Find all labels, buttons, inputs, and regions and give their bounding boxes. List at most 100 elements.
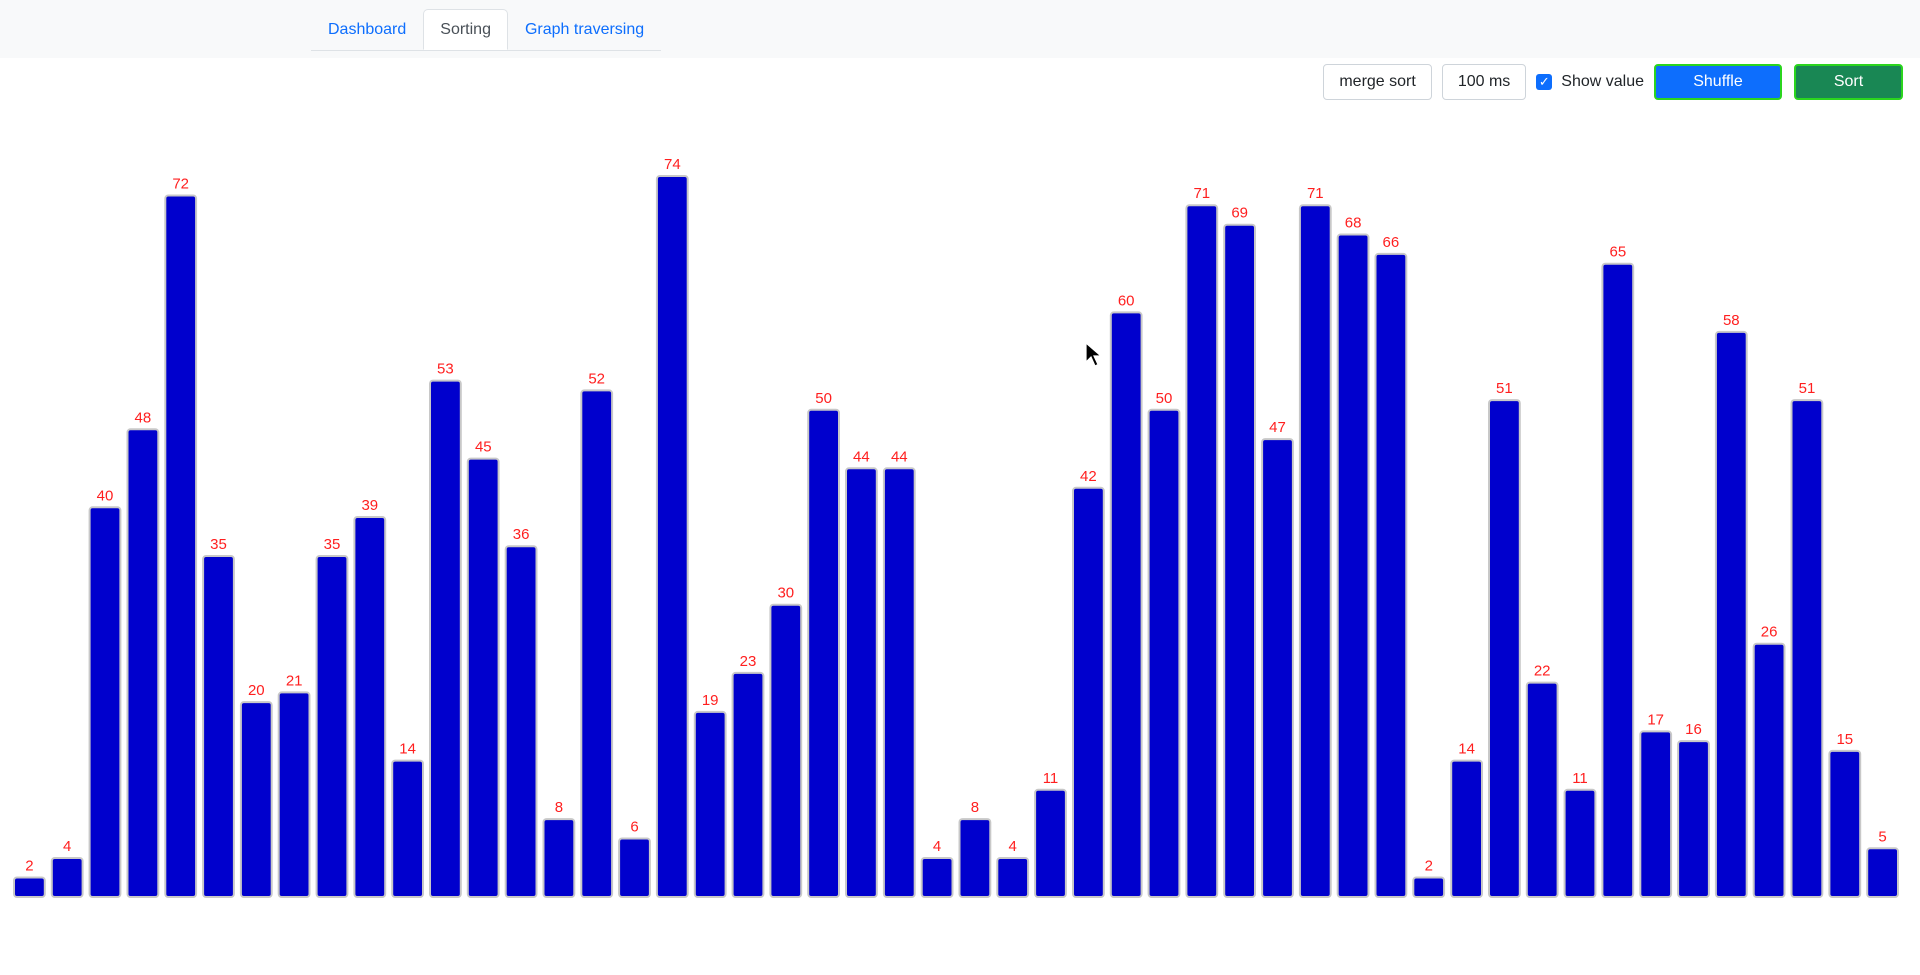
bar-value-label-44: 16 [1685,721,1702,738]
bar-value-label-41: 11 [1572,770,1588,787]
bar-0 [13,876,46,898]
bar-value-label-24: 4 [933,838,941,855]
bar-value-label-43: 17 [1647,711,1664,728]
bar-value-label-46: 26 [1761,624,1778,641]
bar-value-label-2: 40 [97,487,114,504]
bar-7 [277,691,311,899]
bar-value-label-49: 5 [1878,828,1886,845]
bar-6 [239,701,273,898]
bar-17 [655,175,689,898]
bar-48 [1828,749,1862,899]
bar-value-label-18: 19 [702,692,719,709]
mouse-cursor-icon [1085,342,1103,367]
bar-9 [353,516,387,898]
bar-value-label-36: 66 [1383,234,1400,251]
bar-32 [1223,223,1256,898]
bar-value-label-34: 71 [1307,185,1324,202]
bar-4 [164,194,198,898]
bar-47 [1790,399,1824,898]
bar-24 [920,857,954,898]
bar-14 [542,818,576,898]
bar-value-label-15: 52 [588,370,605,387]
tab-bar: Dashboard Sorting Graph traversing [311,9,662,51]
bar-value-label-32: 69 [1231,205,1248,222]
bar-37 [1412,876,1446,898]
bar-value-label-47: 51 [1799,380,1816,397]
show-value-toggle[interactable]: ✓ Show value [1536,73,1644,91]
tab-graph-traversing[interactable]: Graph traversing [524,21,645,38]
bar-5 [202,555,235,898]
show-value-checkbox[interactable]: ✓ [1536,74,1553,90]
bar-25 [958,818,992,898]
bar-value-label-21: 50 [815,390,832,407]
bar-40 [1525,681,1559,898]
bar-23 [882,467,916,898]
bar-value-label-11: 53 [437,361,454,378]
bar-value-label-1: 4 [63,838,71,855]
bar-value-label-10: 14 [399,741,416,758]
bar-value-label-20: 30 [777,585,794,602]
bar-value-label-4: 72 [172,176,189,193]
shuffle-button[interactable]: Shuffle [1654,64,1782,100]
bar-41 [1563,788,1597,898]
bar-value-label-9: 39 [361,497,378,514]
tab-dashboard[interactable]: Dashboard [328,21,407,38]
bar-21 [807,408,841,898]
delay-input[interactable]: 100 ms [1441,64,1527,100]
bar-18 [693,710,727,899]
top-navigation: Dashboard Sorting Graph traversing [0,0,1920,58]
bar-value-label-26: 4 [1009,838,1017,855]
bar-value-label-16: 6 [630,819,638,836]
bar-30 [1147,408,1181,898]
bar-value-label-40: 22 [1534,663,1551,680]
bar-value-label-48: 15 [1836,731,1853,748]
bar-15 [580,389,614,898]
bar-33 [1261,438,1294,898]
bar-value-label-7: 21 [286,672,303,689]
bar-29 [1109,311,1143,898]
show-value-label: Show value [1561,73,1644,90]
bar-value-label-25: 8 [971,799,979,816]
bar-value-label-33: 47 [1269,419,1286,436]
tab-sorting[interactable]: Sorting [423,9,508,50]
bar-3 [126,428,160,898]
bar-38 [1450,759,1483,898]
algorithm-select[interactable]: merge sort [1323,64,1432,100]
bar-value-label-14: 8 [555,799,563,816]
bar-49 [1866,847,1899,898]
bar-34 [1298,204,1332,898]
bar-value-label-0: 2 [25,858,33,875]
bar-1 [50,857,84,898]
bar-value-label-39: 51 [1496,380,1513,397]
bar-value-label-12: 45 [475,439,492,456]
bar-28 [1072,486,1105,898]
bar-value-label-27: 11 [1043,770,1059,787]
bar-value-label-42: 65 [1610,244,1627,261]
bar-12 [466,457,500,898]
bar-value-label-30: 50 [1156,390,1173,407]
bar-27 [1034,788,1067,898]
bar-value-label-35: 68 [1345,215,1362,232]
bar-36 [1374,252,1408,898]
bar-value-label-8: 35 [324,536,341,553]
bar-value-label-13: 36 [513,526,530,543]
bar-10 [391,759,425,898]
bar-20 [769,603,803,898]
bar-value-label-6: 20 [248,682,265,699]
bar-value-label-31: 71 [1193,185,1210,202]
bar-11 [429,379,462,899]
bar-value-label-22: 44 [853,448,870,465]
sort-button[interactable]: Sort [1794,64,1903,100]
bar-43 [1639,730,1673,899]
bar-13 [504,545,538,898]
bar-value-label-5: 35 [210,536,227,553]
bar-value-label-29: 60 [1118,292,1135,309]
bar-value-label-19: 23 [740,653,757,670]
bar-16 [618,837,651,898]
bar-2 [88,506,122,898]
bar-26 [996,857,1030,898]
bar-39 [1488,399,1521,898]
bar-value-label-3: 48 [135,409,152,426]
bar-value-label-38: 14 [1458,741,1475,758]
